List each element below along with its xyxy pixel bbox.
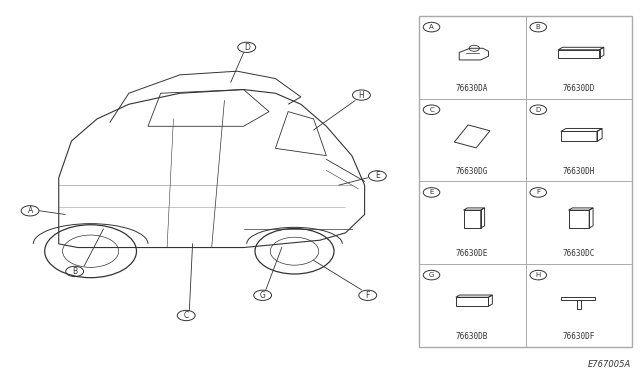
Text: 76630DC: 76630DC	[563, 249, 595, 258]
Text: 76630DF: 76630DF	[563, 332, 595, 341]
Text: B: B	[536, 24, 541, 30]
Text: C: C	[429, 107, 434, 113]
Text: F: F	[365, 291, 370, 300]
Text: 76630DH: 76630DH	[563, 167, 595, 176]
Text: G: G	[260, 291, 266, 300]
Text: H: H	[536, 272, 541, 278]
Text: A: A	[429, 24, 434, 30]
Text: E: E	[429, 189, 434, 195]
Text: D: D	[244, 43, 250, 52]
Text: E: E	[375, 171, 380, 180]
Text: E767005A: E767005A	[588, 360, 631, 369]
Text: H: H	[358, 90, 364, 100]
Text: 76630DG: 76630DG	[456, 167, 488, 176]
Text: 76630DB: 76630DB	[456, 332, 488, 341]
Text: C: C	[184, 311, 189, 320]
Text: 76630DA: 76630DA	[456, 84, 488, 93]
Text: 76630DE: 76630DE	[456, 249, 488, 258]
Text: A: A	[28, 206, 33, 215]
Text: 76630DD: 76630DD	[563, 84, 595, 93]
Text: F: F	[536, 189, 540, 195]
Text: B: B	[72, 267, 77, 276]
Text: D: D	[536, 107, 541, 113]
Text: G: G	[429, 272, 434, 278]
